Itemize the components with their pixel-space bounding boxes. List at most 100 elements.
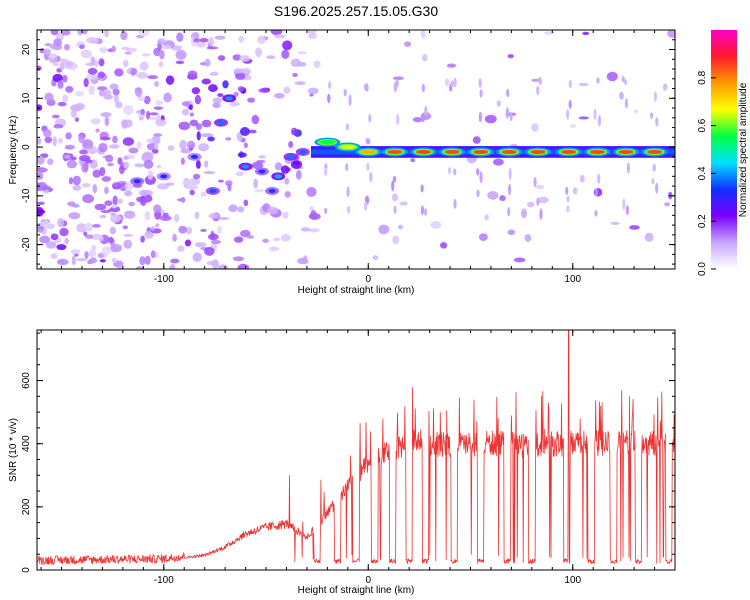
- spectrogram-cell: [123, 161, 130, 169]
- spectrogram-cell: [194, 94, 202, 105]
- spectrogram-cell: [144, 211, 151, 221]
- spectrogram-cell: [594, 209, 598, 217]
- spectrogram-cell: [192, 252, 202, 262]
- spectrogram-cell: [366, 162, 370, 171]
- spectrogram-cell: [412, 116, 423, 123]
- spectrogram-cell: [290, 159, 303, 169]
- spectrogram-cell: [59, 227, 69, 237]
- spectrogram-cell: [256, 159, 266, 164]
- spectrogram-cell: [204, 58, 211, 67]
- spectrogram-cell: [103, 94, 113, 100]
- spectrogram-cell: [82, 194, 95, 204]
- spectrogram-cell: [283, 86, 291, 95]
- spectrogram-cell: [64, 144, 75, 150]
- spectrogram-cell: [68, 212, 81, 220]
- spectrogram-cell: [184, 239, 192, 247]
- spectrogram-cell: [453, 198, 457, 209]
- spectrogram-cell: [111, 45, 117, 53]
- spectrogram-cell: [122, 59, 129, 68]
- spectrogram-cell: [138, 30, 150, 37]
- spectrogram-cell: [108, 144, 120, 149]
- colorbar-tick-label: 0.2: [697, 214, 708, 228]
- spectrogram-cell: [306, 186, 317, 197]
- spectrogram-cell: [134, 163, 145, 168]
- spectrogram-cell: [128, 201, 135, 207]
- spectrogram-cell: [84, 251, 89, 259]
- snr-x-label: Height of straight line (km): [298, 585, 415, 596]
- spectrogram-cell: [50, 233, 59, 241]
- spectrogram-cell: [597, 173, 601, 185]
- colorbar-tick-label: 0.4: [697, 166, 708, 180]
- spectrogram-cell: [487, 190, 499, 200]
- snr-y-tick-label: 600: [21, 372, 32, 389]
- snr-panel: -100 0 100 0 200 400 600 Height of straight l…: [8, 329, 676, 596]
- spectrogram-cell: [281, 49, 290, 60]
- spectrogram-y-tick-label: 0: [21, 144, 32, 150]
- spectrogram-cell: [71, 156, 77, 161]
- spectrogram-cell: [56, 243, 67, 251]
- spectrogram-cell: [274, 162, 283, 171]
- spectrogram-cell: [308, 32, 318, 39]
- spectrogram-cell: [596, 77, 600, 84]
- spectrogram-cell: [57, 79, 64, 90]
- spectrogram-ridge-peak: [589, 149, 605, 154]
- spectrogram-cell: [185, 226, 193, 235]
- spectrogram-cell: [239, 229, 251, 238]
- spectrogram-cell: [37, 201, 45, 205]
- spectrogram-cell: [391, 180, 395, 192]
- spectrogram-cell: [92, 183, 98, 194]
- spectrogram-cell: [110, 214, 121, 223]
- spectrogram-cell: [421, 83, 425, 93]
- spectrogram-cell: [143, 159, 154, 169]
- spectrogram-cell: [100, 209, 112, 214]
- spectrogram-cell: [242, 164, 250, 169]
- spectrogram-cell: [621, 76, 625, 83]
- spectrogram-cell: [138, 189, 149, 197]
- spectrogram-ridge-peak: [561, 149, 577, 154]
- spectrogram-cell: [181, 108, 190, 116]
- spectrogram-cell: [392, 235, 400, 245]
- spectrogram-cell: [149, 112, 159, 116]
- spectrogram-cell: [251, 114, 260, 125]
- spectrogram-cell: [153, 106, 164, 110]
- spectrogram-cell: [99, 214, 107, 219]
- spectrogram-cell: [619, 91, 624, 100]
- spectrogram-cell: [188, 104, 193, 111]
- spectrogram-cell: [533, 176, 537, 188]
- spectrogram-cell: [155, 223, 160, 228]
- spectrogram-cell: [222, 80, 229, 89]
- spectrogram-cell: [393, 175, 397, 183]
- spectrogram-cell: [391, 193, 399, 202]
- spectrogram-cell: [448, 167, 452, 175]
- spectrogram-cell: [378, 224, 390, 235]
- spectrogram-cell: [180, 196, 186, 204]
- spectrogram-cell: [539, 208, 543, 220]
- spectrogram-cell: [345, 163, 349, 172]
- spectrogram-cell: [393, 205, 397, 214]
- spectrogram-cell: [57, 137, 63, 144]
- spectrogram-cell: [134, 87, 143, 98]
- spectrogram-cell: [633, 109, 639, 114]
- spectrogram-ridge-peak: [647, 149, 663, 154]
- spectrogram-cell: [505, 107, 509, 119]
- spectrogram-cell: [476, 189, 480, 198]
- snr-series-line: [37, 330, 675, 565]
- spectrogram-cell: [420, 184, 424, 193]
- spectrogram-cell: [239, 55, 251, 62]
- spectrogram-y-label: Frequency (Hz): [8, 116, 19, 185]
- spectrogram-cell: [99, 136, 111, 141]
- spectrogram-cell: [71, 255, 76, 266]
- spectrogram-cell: [396, 113, 400, 126]
- spectrogram-cell: [84, 222, 94, 232]
- snr-y-tick-label: 0: [21, 567, 32, 573]
- spectrogram-cell: [233, 236, 244, 243]
- spectrogram-cell: [664, 202, 671, 207]
- spectrogram-cell: [37, 226, 44, 230]
- colorbar: 0.0 0.2 0.4 0.6 0.8 Normalized spectral ampl…: [697, 30, 749, 276]
- spectrogram-cell: [472, 136, 481, 144]
- spectrogram-cell: [64, 237, 69, 245]
- spectrogram-cell: [537, 196, 549, 204]
- spectrogram-ridge-peak: [360, 149, 376, 154]
- spectrogram-cell: [200, 228, 207, 232]
- spectrogram-cell: [175, 49, 187, 60]
